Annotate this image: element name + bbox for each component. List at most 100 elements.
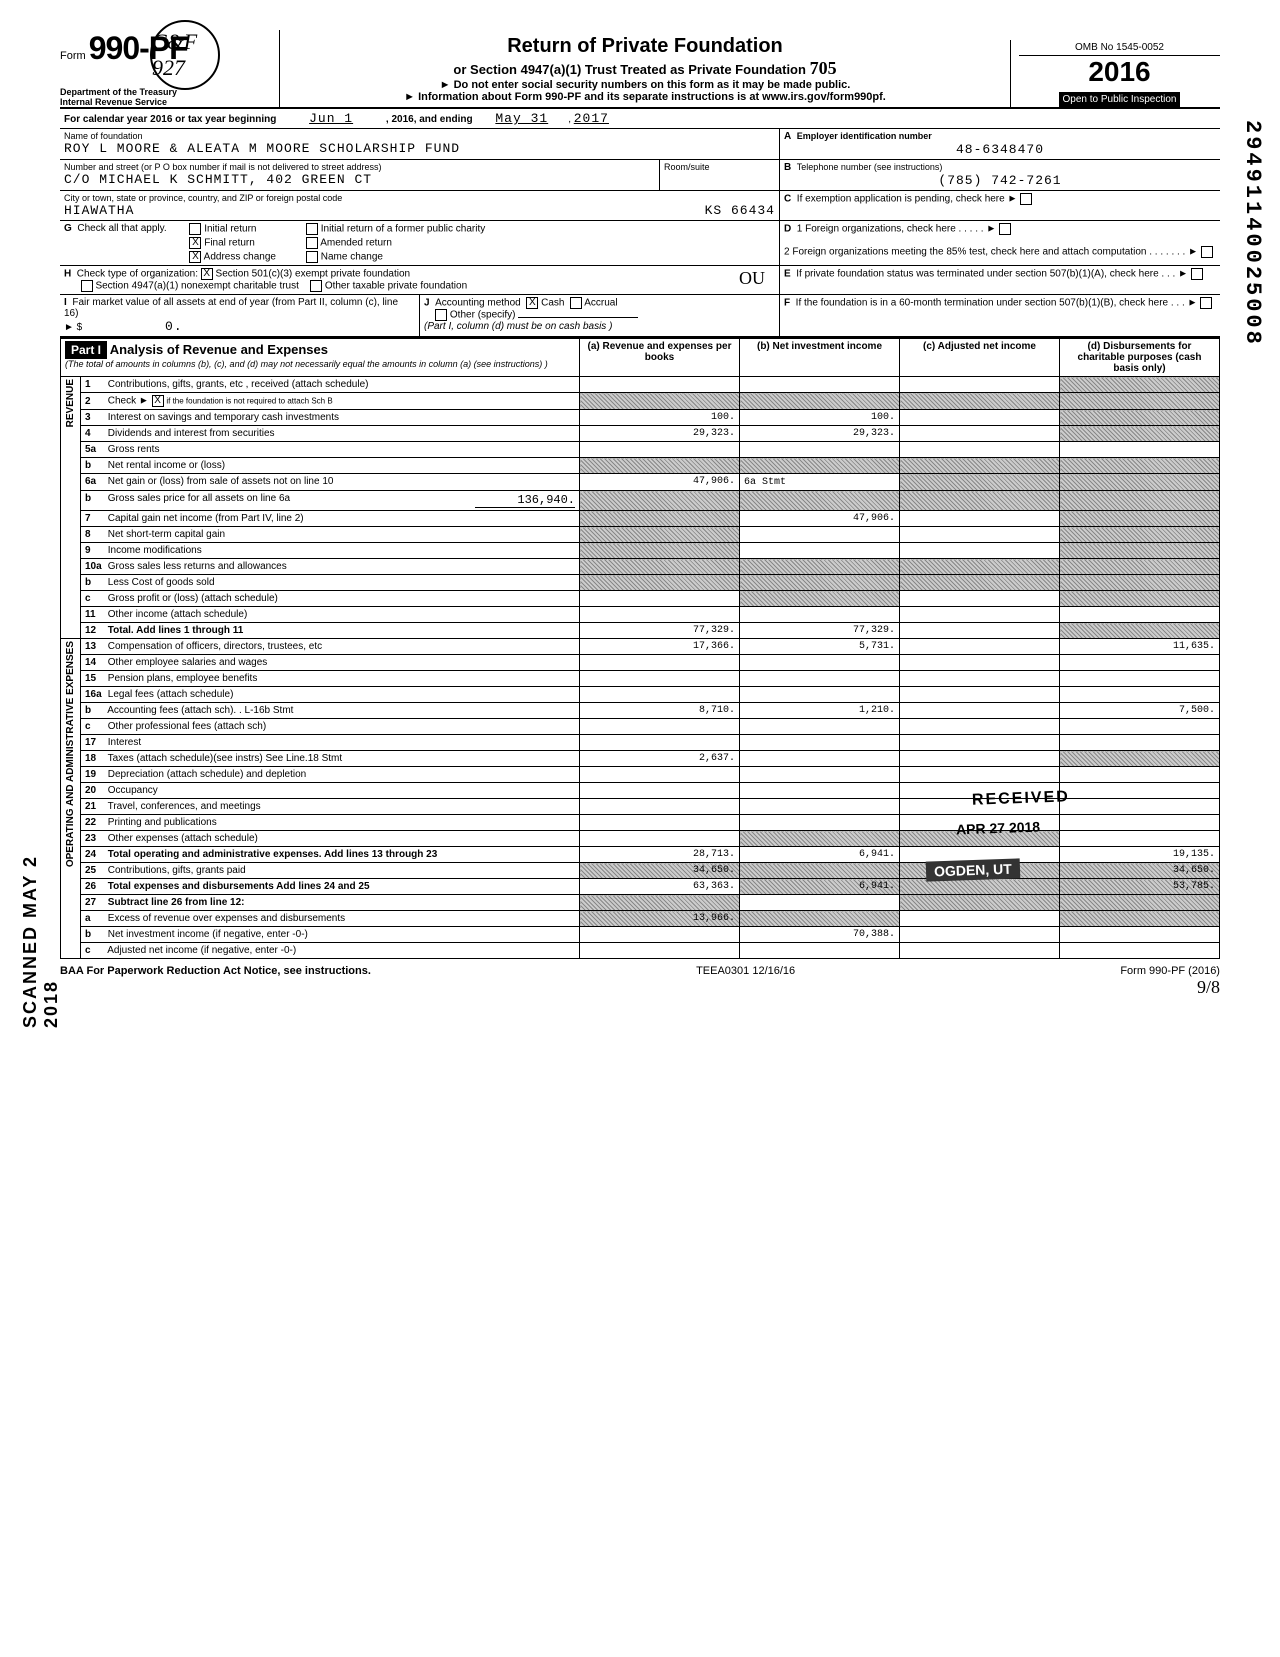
cell-d: 53,785. — [1060, 879, 1220, 895]
cell-c — [900, 623, 1060, 639]
j-accrual: Accrual — [584, 298, 617, 309]
row-label: 4 Dividends and interest from securities — [81, 426, 580, 442]
g-former-checkbox[interactable] — [306, 223, 318, 235]
form-subtitle: or Section 4947(a)(1) Trust Treated as P… — [288, 58, 1002, 79]
cell-d — [1060, 491, 1220, 511]
table-row: 3 Interest on savings and temporary cash… — [61, 410, 1220, 426]
addr-label: Number and street (or P O box number if … — [64, 162, 655, 172]
d2-checkbox[interactable] — [1201, 246, 1213, 258]
cell-a — [580, 927, 740, 943]
cell-a — [580, 607, 740, 623]
ein-label: Employer identification number — [797, 131, 932, 141]
table-row: c Other professional fees (attach sch) — [61, 719, 1220, 735]
cell-b — [740, 458, 900, 474]
table-row: 17 Interest — [61, 735, 1220, 751]
cell-c — [900, 474, 1060, 491]
g-initial-checkbox[interactable] — [189, 223, 201, 235]
table-row: 11 Other income (attach schedule) — [61, 607, 1220, 623]
cell-b — [740, 687, 900, 703]
table-row: 4 Dividends and interest from securities… — [61, 426, 1220, 442]
table-row: OPERATING AND ADMINISTRATIVE EXPENSES13 … — [61, 639, 1220, 655]
cell-b: 70,388. — [740, 927, 900, 943]
f-checkbox[interactable] — [1200, 297, 1212, 309]
cell-b — [740, 767, 900, 783]
h-4947-checkbox[interactable] — [81, 280, 93, 292]
scanned-stamp: SCANNED MAY 2 2018 — [20, 820, 62, 1028]
row-label: 22 Printing and publications — [81, 815, 580, 831]
cell-c — [900, 527, 1060, 543]
cell-c — [900, 751, 1060, 767]
cell-c — [900, 426, 1060, 442]
row-label: 10a Gross sales less returns and allowan… — [81, 559, 580, 575]
dept-label: Department of the Treasury Internal Reve… — [60, 87, 271, 107]
cell-c — [900, 879, 1060, 895]
table-row: 12 Total. Add lines 1 through 1177,329.7… — [61, 623, 1220, 639]
table-row: 16a Legal fees (attach schedule) — [61, 687, 1220, 703]
g-former: Initial return of a former public charit… — [321, 224, 486, 235]
g-name-checkbox[interactable] — [306, 251, 318, 263]
h-501c3: Section 501(c)(3) exempt private foundat… — [216, 269, 411, 280]
e-checkbox[interactable] — [1191, 268, 1203, 280]
c-checkbox[interactable] — [1020, 193, 1032, 205]
cell-b — [740, 575, 900, 591]
row-label: 3 Interest on savings and temporary cash… — [81, 410, 580, 426]
h-4947: Section 4947(a)(1) nonexempt charitable … — [95, 281, 298, 292]
cell-d — [1060, 377, 1220, 393]
table-row: 2 Check ► X if the foundation is not req… — [61, 393, 1220, 410]
g-amended-checkbox[interactable] — [306, 237, 318, 249]
cell-d: 34,650. — [1060, 863, 1220, 879]
table-row: 14 Other employee salaries and wages — [61, 655, 1220, 671]
cell-b — [740, 943, 900, 959]
g-name: Name change — [321, 252, 383, 263]
cell-d: 11,635. — [1060, 639, 1220, 655]
cell-b — [740, 719, 900, 735]
cell-a — [580, 491, 740, 511]
city: HIAWATHA — [64, 203, 134, 218]
cell-b — [740, 815, 900, 831]
cell-a — [580, 442, 740, 458]
cell-d — [1060, 393, 1220, 410]
h-other-checkbox[interactable] — [310, 280, 322, 292]
cell-a — [580, 767, 740, 783]
period-end-month: May 31 — [495, 111, 548, 126]
cell-a: 8,710. — [580, 703, 740, 719]
h-501c3-checkbox[interactable]: X — [201, 268, 213, 280]
form-prefix: Form — [60, 50, 86, 62]
d1-checkbox[interactable] — [999, 223, 1011, 235]
cell-b — [740, 735, 900, 751]
table-row: b Gross sales price for all assets on li… — [61, 491, 1220, 511]
j-label: Accounting method — [435, 298, 521, 309]
cell-b — [740, 671, 900, 687]
table-row: 19 Depreciation (attach schedule) and de… — [61, 767, 1220, 783]
cell-d — [1060, 623, 1220, 639]
table-row: 18 Taxes (attach schedule)(see instrs) S… — [61, 751, 1220, 767]
cell-b: 1,210. — [740, 703, 900, 719]
cell-c — [900, 911, 1060, 927]
j-accrual-checkbox[interactable] — [570, 297, 582, 309]
table-row: 23 Other expenses (attach schedule) — [61, 831, 1220, 847]
page-number: 9/8 — [60, 977, 1220, 998]
col-a-header: (a) Revenue and expenses per books — [580, 339, 740, 377]
j-other-checkbox[interactable] — [435, 309, 447, 321]
row-label: c Adjusted net income (if negative, ente… — [81, 943, 580, 959]
cell-a — [580, 655, 740, 671]
cell-d — [1060, 799, 1220, 815]
cell-a: 63,363. — [580, 879, 740, 895]
h-other: Other taxable private foundation — [325, 281, 467, 292]
row-label: 7 Capital gain net income (from Part IV,… — [81, 511, 580, 527]
i-value: 0. — [165, 319, 183, 334]
table-row: 10a Gross sales less returns and allowan… — [61, 559, 1220, 575]
row-label: 13 Compensation of officers, directors, … — [81, 639, 580, 655]
cell-d: 7,500. — [1060, 703, 1220, 719]
cell-b — [740, 543, 900, 559]
j-cash-checkbox[interactable]: X — [526, 297, 538, 309]
table-row: c Adjusted net income (if negative, ente… — [61, 943, 1220, 959]
g-address-checkbox[interactable]: X — [189, 251, 201, 263]
line2-checkbox[interactable]: X — [152, 395, 164, 407]
cell-d — [1060, 442, 1220, 458]
cell-d — [1060, 575, 1220, 591]
cell-b: 47,906. — [740, 511, 900, 527]
cell-d — [1060, 474, 1220, 491]
cell-d — [1060, 735, 1220, 751]
g-final-checkbox[interactable]: X — [189, 237, 201, 249]
